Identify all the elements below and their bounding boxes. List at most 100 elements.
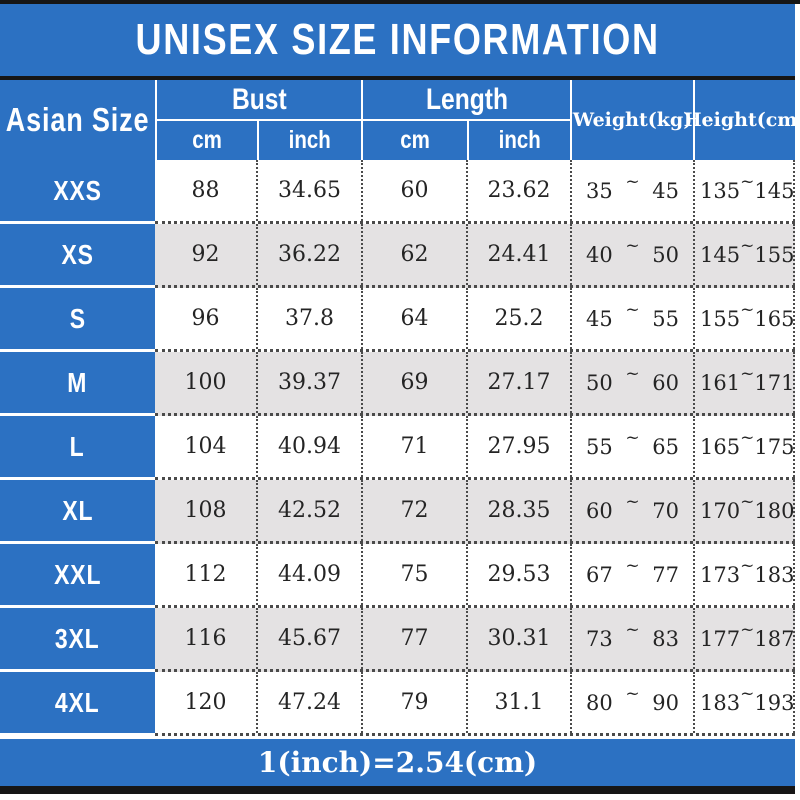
table-row-l: L 104 40.94 71 27.95 55 ~65 165 ~175	[0, 416, 795, 480]
tilde: ~	[740, 171, 755, 192]
tilde: ~	[625, 171, 640, 192]
length-inch-header: inch	[466, 121, 570, 160]
length-label: Length	[425, 82, 508, 116]
row-cells: 108 42.52 72 28.35 60 ~70 170 ~180	[155, 480, 795, 544]
table-row-xxl: XXL 112 44.09 75 29.53 67 ~77 173 ~183	[0, 544, 795, 608]
table-row-xxs: XXS 88 34.65 60 23.62 35 ~45 135 ~145	[0, 160, 795, 224]
size-label-cell: 4XL	[0, 672, 155, 736]
length-cm-value: 72	[361, 480, 466, 541]
height-range: 173 ~183	[693, 544, 795, 605]
row-cells: 112 44.09 75 29.53 67 ~77 173 ~183	[155, 544, 795, 608]
title-banner: UNISEX SIZE INFORMATION	[0, 4, 795, 76]
length-cm-value: 77	[361, 608, 466, 669]
tilde: ~	[740, 363, 755, 384]
length-cm-value: 62	[361, 224, 466, 285]
weight-max: 70	[652, 498, 679, 523]
weight-max: 45	[652, 178, 679, 203]
table-header: Asian Size Bust cm inch Length cm inch W…	[0, 80, 800, 160]
length-inch-value: 23.62	[466, 160, 570, 221]
bust-cm-value: 120	[184, 690, 227, 715]
length-inch-value: 29.53	[466, 544, 570, 605]
weight-max: 90	[652, 690, 679, 715]
weight-min: 50	[586, 370, 613, 395]
weight-range: 55 ~65	[570, 416, 693, 477]
bust-inch-value: 36.22	[256, 224, 361, 285]
header-group-bust: Bust cm inch	[155, 80, 361, 160]
height-max: 180	[754, 498, 795, 523]
length-cm-value: 64	[361, 288, 466, 349]
bust-inch-value: 45.67	[256, 608, 361, 669]
tilde: ~	[740, 683, 755, 704]
size-label-cell: XXS	[0, 160, 155, 224]
row-cells: 96 37.8 64 25.2 45 ~55 155 ~165	[155, 288, 795, 352]
length-inch-value: 28.35	[466, 480, 570, 541]
tilde: ~	[740, 555, 755, 576]
row-cells: 92 36.22 62 24.41 40 ~50 145 ~155	[155, 224, 795, 288]
bust-inch-value: 47.24	[256, 672, 361, 733]
row-cells: 116 45.67 77 30.31 73 ~83 177 ~187	[155, 608, 795, 672]
height-min: 173	[700, 562, 741, 587]
size-label: S	[69, 302, 86, 334]
inch-label: inch	[288, 126, 332, 154]
weight-min: 40	[586, 242, 613, 267]
height-max: 187	[754, 626, 795, 651]
size-label-cell: L	[0, 416, 155, 480]
tilde: ~	[625, 555, 640, 576]
bust-inch-header: inch	[257, 121, 361, 160]
height-min: 145	[700, 242, 741, 267]
table-row-xl: XL 108 42.52 72 28.35 60 ~70 170 ~180	[0, 480, 795, 544]
tilde: ~	[740, 427, 755, 448]
length-inch-value: 31.1	[466, 672, 570, 733]
header-asian-size: Asian Size	[0, 80, 155, 160]
page-title: UNISEX SIZE INFORMATION	[135, 15, 660, 64]
weight-min: 35	[586, 178, 613, 203]
height-max: 145	[754, 178, 795, 203]
length-cm-value: 79	[361, 672, 466, 733]
bust-cm-value: 92	[191, 242, 220, 267]
height-min: 170	[700, 498, 741, 523]
height-max: 155	[754, 242, 795, 267]
header-group-length: Length cm inch	[361, 80, 570, 160]
bust-group-label: Bust	[157, 80, 361, 121]
tilde: ~	[625, 683, 640, 704]
weight-range: 40 ~50	[570, 224, 693, 285]
bust-inch-value: 42.52	[256, 480, 361, 541]
height-max: 171	[754, 370, 795, 395]
size-label-cell: XXL	[0, 544, 155, 608]
size-label-cell: XL	[0, 480, 155, 544]
table-row-4xl: 4XL 120 47.24 79 31.1 80 ~90 183 ~193	[0, 672, 795, 736]
height-min: 177	[700, 626, 741, 651]
height-max: 175	[754, 434, 795, 459]
weight-range: 35 ~45	[570, 160, 693, 221]
height-range: 145 ~155	[693, 224, 795, 285]
weight-range: 60 ~70	[570, 480, 693, 541]
bust-cm-value: 112	[184, 562, 227, 587]
tilde: ~	[625, 619, 640, 640]
conversion-note: 1(inch)=2.54(cm)	[0, 736, 795, 786]
tilde: ~	[740, 235, 755, 256]
size-label: L	[70, 430, 85, 462]
weight-min: 55	[586, 434, 613, 459]
table-row-m: M 100 39.37 69 27.17 50 ~60 161 ~171	[0, 352, 795, 416]
weight-min: 60	[586, 498, 613, 523]
bust-inch-value: 40.94	[256, 416, 361, 477]
length-cm-value: 69	[361, 352, 466, 413]
banner-divider	[0, 76, 795, 80]
height-range: 170 ~180	[693, 480, 795, 541]
height-max: 165	[754, 306, 795, 331]
height-range: 183 ~193	[693, 672, 795, 733]
height-max: 183	[754, 562, 795, 587]
bottom-black-bar	[0, 786, 795, 794]
length-subheader: cm inch	[363, 121, 570, 160]
length-group-label: Length	[363, 80, 570, 121]
height-min: 165	[700, 434, 741, 459]
bust-cm-value: 104	[184, 434, 227, 459]
bust-inch-value: 44.09	[256, 544, 361, 605]
weight-max: 55	[652, 306, 679, 331]
length-inch-value: 24.41	[466, 224, 570, 285]
height-range: 161 ~171	[693, 352, 795, 413]
bust-cm-header: cm	[157, 121, 257, 160]
weight-min: 45	[586, 306, 613, 331]
bust-cm-value: 96	[191, 306, 220, 331]
bust-cm-value: 100	[184, 370, 227, 395]
